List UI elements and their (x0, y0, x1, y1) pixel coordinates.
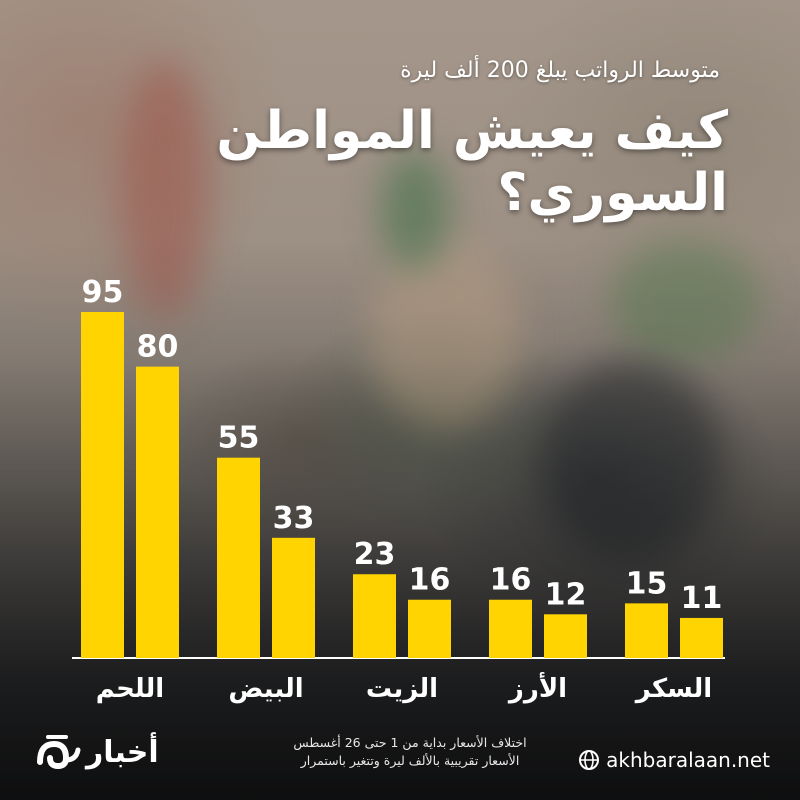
category-label: الأرز (507, 672, 567, 704)
bar-series-1-1 (81, 312, 124, 658)
data-label: 33 (273, 501, 315, 536)
bar-series-1-2 (217, 457, 260, 658)
bar-series-2-3 (408, 599, 451, 658)
logo[interactable]: أخبار (36, 732, 159, 772)
category-label: البيض (228, 674, 303, 704)
bar-series-2-4 (544, 614, 587, 658)
data-label: 15 (626, 566, 668, 601)
website-link[interactable]: akhbaralaan.net (578, 748, 770, 772)
bar-series-2-2 (272, 537, 315, 658)
data-label: 16 (490, 563, 532, 598)
logo-text: أخبار (86, 734, 159, 770)
data-label: 95 (82, 275, 124, 310)
data-label: 80 (137, 330, 179, 365)
globe-icon (579, 750, 600, 770)
data-label: 11 (681, 581, 723, 616)
category-label: السكر (634, 674, 712, 704)
data-label: 12 (545, 577, 587, 612)
category-label: الزيت (366, 674, 438, 704)
footnote: اختلاف الأسعار بداية من 1 حتى 26 أغسطس ا… (265, 734, 555, 770)
data-label: 23 (354, 537, 396, 572)
category-label: اللحم (96, 674, 164, 704)
data-label: 16 (409, 563, 451, 598)
data-label: 55 (218, 421, 260, 456)
footnote-line: الأسعار تقريبية بالألف ليرة وتتغير باستم… (300, 753, 520, 768)
bar-series-1-3 (353, 574, 396, 658)
subtitle: متوسط الرواتب يبلغ 200 ألف ليرة (400, 58, 720, 83)
bar-series-2-5 (680, 617, 723, 658)
footnote-line: اختلاف الأسعار بداية من 1 حتى 26 أغسطس (293, 735, 527, 750)
page-title: كيف يعيش المواطن السوري؟ (216, 101, 728, 223)
footer: أخبار اختلاف الأسعار بداية من 1 حتى 26 أ… (0, 710, 800, 800)
bar-series-2-1 (136, 366, 179, 658)
logo-mark-icon (37, 735, 81, 770)
website-text: akhbaralaan.net (606, 748, 770, 772)
bar-series-1-5 (625, 603, 668, 658)
bar-series-1-4 (489, 599, 532, 658)
